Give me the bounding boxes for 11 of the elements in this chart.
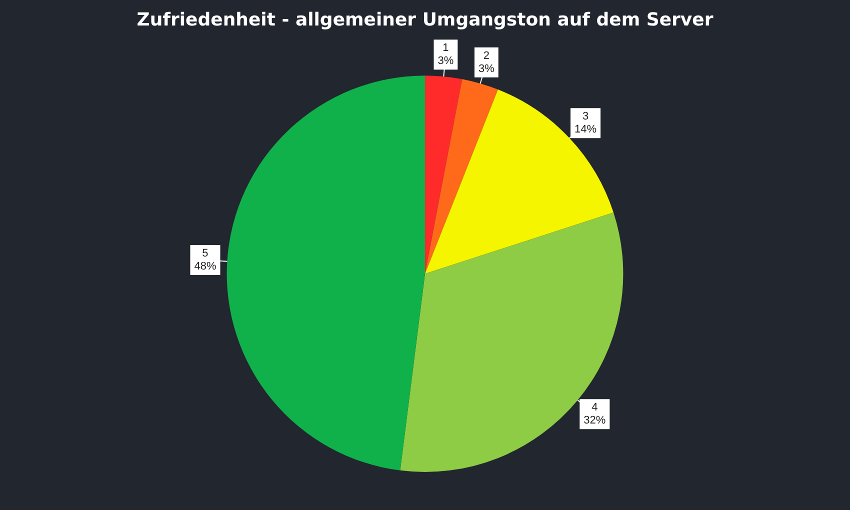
data-label: 32% xyxy=(584,414,606,427)
data-label: 14% xyxy=(574,124,597,136)
slice-label: 3 xyxy=(582,110,589,123)
data-label: 3% xyxy=(478,62,495,75)
data-label: 48% xyxy=(194,260,216,273)
slice-label: 4 xyxy=(592,402,598,414)
slice-label: 5 xyxy=(202,248,208,260)
chart-title: Zufriedenheit - allgemeiner Umgangston auf dem Server xyxy=(136,9,714,30)
slice-label: 2 xyxy=(483,50,490,62)
slice-label: 1 xyxy=(442,42,449,54)
data-label: 3% xyxy=(438,55,454,68)
